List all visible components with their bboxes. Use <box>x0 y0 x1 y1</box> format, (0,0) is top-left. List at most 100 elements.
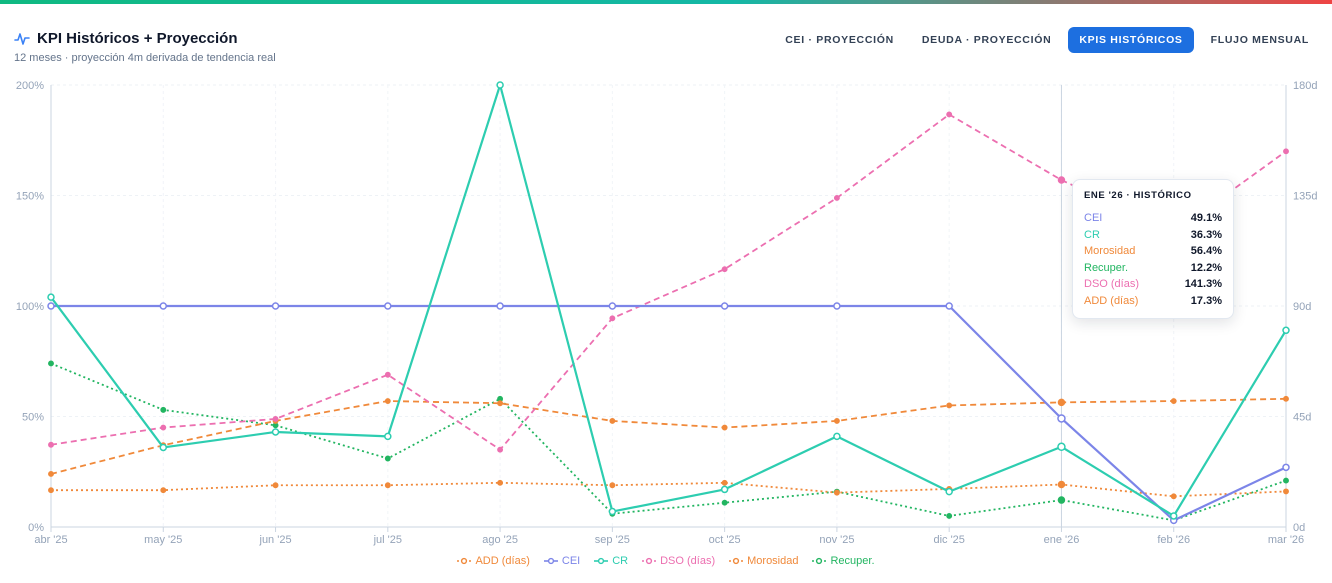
point-recuper <box>1057 496 1066 504</box>
point-dso-d-as <box>609 315 616 322</box>
y-right-tick: 45d <box>1293 412 1311 424</box>
tooltip-row: CR 36.3% <box>1084 227 1222 244</box>
legend-swatch-icon <box>729 557 744 565</box>
legend-swatch-icon <box>457 557 472 565</box>
tooltip-row: Recuper. 12.2% <box>1084 260 1222 277</box>
series-line-cr <box>50 83 1287 518</box>
point-add-d-as <box>833 489 840 496</box>
tooltip-row: ADD (días) 17.3% <box>1084 293 1222 310</box>
series-line-recuper <box>50 362 1287 522</box>
tab-cei-proyección[interactable]: CEI · PROYECCIÓN <box>785 34 894 46</box>
legend-item-add-d-as[interactable]: ADD (días) <box>457 555 530 567</box>
point-cr <box>159 443 168 452</box>
point-dso-d-as <box>946 111 953 118</box>
tooltip-value: 49.1% <box>1190 212 1222 224</box>
tooltip-value: 56.4% <box>1190 245 1222 257</box>
tooltip-value: 36.3% <box>1190 228 1222 241</box>
x-tick-label: ago '25 <box>482 534 518 546</box>
point-add-d-as <box>272 482 279 489</box>
point-cr <box>945 487 953 496</box>
tab-kpis-históricos[interactable]: KPIS HISTÓRICOS <box>1068 27 1194 53</box>
tooltip-label: DSO (días) <box>1084 278 1140 290</box>
y-right-tick: 0d <box>1293 522 1305 534</box>
legend-item-cr[interactable]: CR <box>594 555 628 567</box>
series-line-add-d-as <box>51 481 1287 498</box>
point-add-d-as <box>1283 488 1289 495</box>
point-recuper <box>721 499 728 506</box>
point-morosidad <box>1283 395 1289 402</box>
legend-item-dso-d-as[interactable]: DSO (días) <box>642 555 715 567</box>
x-tick-label: feb '26 <box>1157 534 1190 546</box>
point-dso-d-as <box>272 416 279 422</box>
point-cr <box>1282 326 1290 335</box>
point-recuper <box>48 360 54 367</box>
point-dso-d-as <box>48 441 54 448</box>
y-left-tick: 100% <box>16 301 44 313</box>
legend-label: DSO (días) <box>660 555 716 567</box>
tooltip-row: Morosidad 56.4% <box>1084 243 1222 260</box>
legend-label: Recuper. <box>830 555 875 567</box>
legend-item-recuper[interactable]: Recuper. <box>812 555 875 567</box>
legend-swatch-icon <box>812 557 827 565</box>
x-tick-label: sep '25 <box>595 534 630 546</box>
tooltip-value: 12.2% <box>1190 261 1222 274</box>
x-tick-label: mar '26 <box>1268 534 1304 546</box>
legend-swatch-icon <box>594 557 609 565</box>
point-cei <box>496 302 504 310</box>
tooltip-label: Recuper. <box>1084 261 1129 274</box>
point-add-d-as <box>1170 493 1177 500</box>
point-add-d-as <box>160 487 167 494</box>
point-morosidad <box>721 424 728 431</box>
point-cei <box>47 302 55 310</box>
point-morosidad <box>1057 398 1066 407</box>
point-add-d-as <box>48 487 54 494</box>
y-right-tick: 180d <box>1293 80 1317 92</box>
point-recuper <box>384 455 391 462</box>
tooltip-label: CEI <box>1084 212 1103 224</box>
point-cei <box>945 302 953 310</box>
legend-swatch-icon <box>543 557 558 565</box>
point-morosidad <box>946 402 953 409</box>
chart-header: KPI Históricos + Proyección 12 meses · p… <box>14 30 276 64</box>
point-cr <box>271 428 280 436</box>
point-cr <box>608 507 617 516</box>
tooltip-title: ENE '26 · HISTÓRICO <box>1084 190 1192 201</box>
point-morosidad <box>497 400 504 407</box>
point-cr <box>384 432 392 441</box>
legend-label: CR <box>612 555 629 567</box>
x-tick-label: may '25 <box>144 534 182 546</box>
point-add-d-as <box>609 482 616 489</box>
chart-tooltip: ENE '26 · HISTÓRICO CEI 49.1% CR 36.3% Moros… <box>1072 179 1234 319</box>
point-recuper <box>160 406 167 413</box>
point-cr <box>1057 442 1066 452</box>
point-add-d-as <box>721 479 728 486</box>
tab-flujo-mensual[interactable]: FLUJO MENSUAL <box>1210 34 1309 46</box>
view-tabs: CEI · PROYECCIÓN DEUDA · PROYECCIÓN KPIS H… <box>774 27 1320 53</box>
point-cei <box>608 302 617 310</box>
point-recuper <box>1283 477 1289 484</box>
legend-item-morosidad[interactable]: Morosidad <box>729 555 798 567</box>
x-tick-label: dic '25 <box>933 534 964 546</box>
point-cei <box>159 302 168 310</box>
tooltip-value: 17.3% <box>1190 294 1222 307</box>
legend-label: CEI <box>561 555 581 567</box>
legend-swatch-icon <box>642 557 657 565</box>
point-cei <box>833 302 841 310</box>
tooltip-label: Morosidad <box>1084 245 1136 257</box>
y-left-tick: 50% <box>22 412 44 424</box>
point-dso-d-as <box>1057 176 1066 184</box>
point-add-d-as <box>384 482 391 489</box>
tooltip-label: ADD (días) <box>1084 294 1139 307</box>
series-line-cei <box>51 304 1287 522</box>
x-tick-label: jun '25 <box>259 534 292 546</box>
activity-icon <box>14 32 30 45</box>
point-recuper <box>946 513 953 519</box>
title-row: KPI Históricos + Proyección <box>14 30 276 47</box>
point-dso-d-as <box>497 446 504 453</box>
y-right-tick: 135d <box>1293 191 1317 203</box>
point-dso-d-as <box>160 424 167 431</box>
point-cr <box>496 81 504 89</box>
legend-item-cei[interactable]: CEI <box>543 555 581 567</box>
point-cei <box>1057 414 1066 423</box>
tab-deuda-proyección[interactable]: DEUDA · PROYECCIÓN <box>921 34 1052 46</box>
